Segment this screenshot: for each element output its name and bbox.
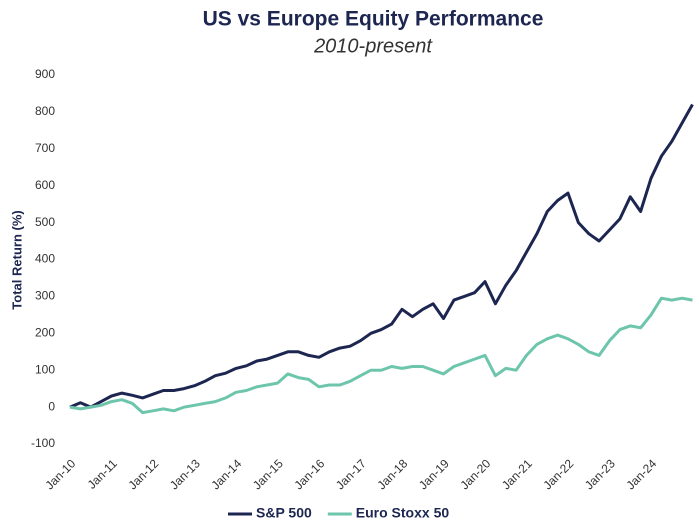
legend-label: Euro Stoxx 50 (356, 505, 450, 521)
y-tick-label: 800 (35, 104, 55, 118)
y-tick-label: 500 (35, 215, 55, 229)
y-tick-label: 400 (35, 252, 55, 266)
x-tick-label: Jan-10 (43, 456, 79, 492)
x-tick-label: Jan-18 (375, 456, 411, 492)
x-tick-label: Jan-17 (333, 456, 369, 492)
y-axis-label: Total Return (%) (9, 210, 24, 309)
x-tick-label: Jan-20 (458, 456, 494, 492)
y-tick-label: 300 (35, 289, 55, 303)
x-tick-label: Jan-22 (541, 456, 577, 492)
chart-subtitle: 2010-present (313, 35, 433, 57)
legend-label: S&P 500 (256, 505, 312, 521)
y-tick-label: 700 (35, 141, 55, 155)
x-tick-label: Jan-16 (292, 456, 328, 492)
x-tick-label: Jan-23 (582, 456, 618, 492)
chart-title: US vs Europe Equity Performance (203, 8, 544, 31)
x-tick-label: Jan-21 (499, 456, 535, 492)
y-tick-label: 900 (35, 67, 55, 81)
x-tick-label: Jan-24 (624, 456, 660, 492)
x-tick-label: Jan-12 (126, 456, 162, 492)
series-line (69, 103, 694, 409)
y-tick-label: -100 (31, 436, 55, 450)
x-tick-label: Jan-11 (85, 456, 120, 491)
series-line (69, 296, 693, 415)
y-tick-label: 200 (35, 325, 55, 339)
y-tick-label: 0 (48, 399, 55, 413)
x-tick-label: Jan-14 (209, 456, 245, 492)
x-tick-label: Jan-15 (250, 456, 286, 492)
y-tick-label: 600 (35, 178, 55, 192)
x-tick-label: Jan-13 (167, 456, 203, 492)
x-tick-label: Jan-19 (416, 456, 452, 492)
y-tick-label: 100 (35, 362, 55, 376)
